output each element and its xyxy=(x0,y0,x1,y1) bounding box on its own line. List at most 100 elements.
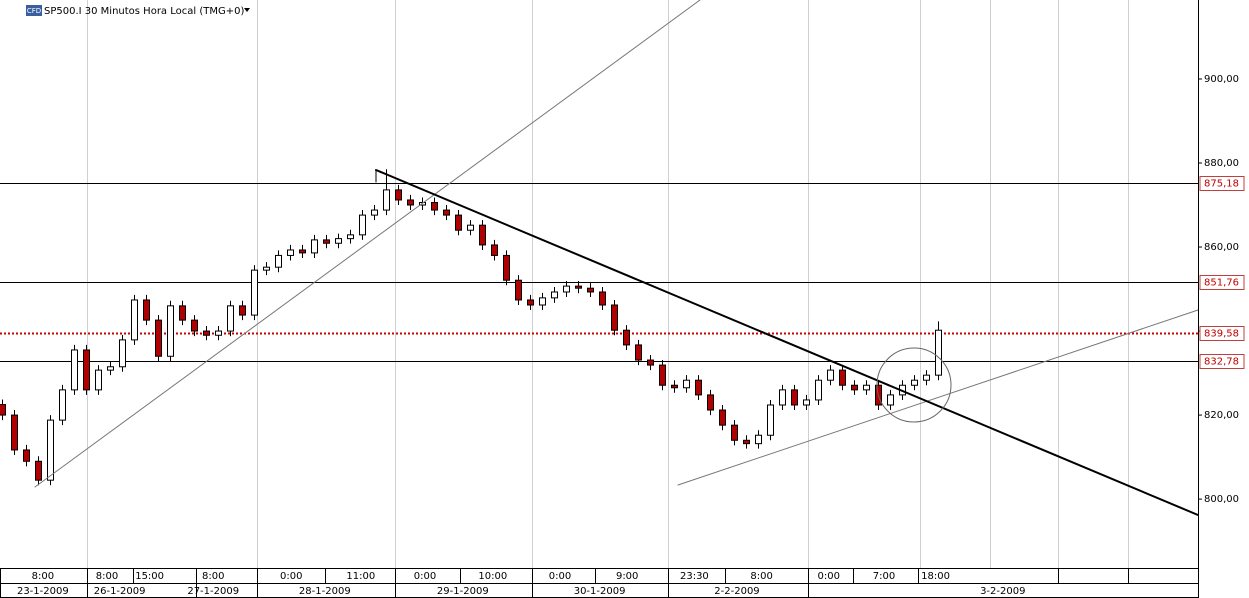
candle-body xyxy=(71,349,78,391)
candle-body xyxy=(491,244,498,256)
candle-body xyxy=(95,369,102,391)
level-label-box xyxy=(1199,176,1245,191)
candle-body xyxy=(203,330,210,336)
candle-body xyxy=(431,201,438,211)
trend-line xyxy=(677,309,1199,486)
x-tick-label: 8:00 xyxy=(750,571,772,582)
candle-body xyxy=(527,299,534,306)
candle-body xyxy=(239,305,246,316)
x-axis-separators xyxy=(87,569,1129,598)
y-tick-label: 880,00 xyxy=(1204,158,1239,169)
candle-body xyxy=(923,374,930,381)
candle-body xyxy=(767,404,774,436)
candle-body xyxy=(455,214,462,231)
candle-body xyxy=(263,266,270,271)
x-tick-label: 0:00 xyxy=(414,571,436,582)
candle-body xyxy=(467,224,474,231)
x-tick-label: 23:30 xyxy=(680,571,709,582)
candle-body xyxy=(635,344,642,361)
candle-body xyxy=(743,439,750,445)
x-tick-label: 0:00 xyxy=(549,571,571,582)
candle-body xyxy=(671,384,678,389)
candle-body xyxy=(395,189,402,201)
candle-body xyxy=(887,394,894,406)
candle-body xyxy=(575,285,582,289)
y-tick-label: 900,00 xyxy=(1204,74,1239,85)
candle-body xyxy=(563,285,570,293)
candle-body xyxy=(683,379,690,389)
candle-body xyxy=(863,384,870,391)
candle-body xyxy=(515,279,522,301)
candle-body xyxy=(359,214,366,236)
candle-body xyxy=(551,291,558,299)
level-label-box xyxy=(1199,354,1245,369)
candle-body xyxy=(839,369,846,386)
candle-body xyxy=(371,209,378,216)
level-label: 839,58 xyxy=(1204,329,1239,340)
x-tick-label: 10:00 xyxy=(478,571,507,582)
candle-body xyxy=(911,379,918,386)
candle-body xyxy=(59,389,66,421)
date-label: 2-2-2009 xyxy=(714,586,759,597)
y-tick-label: 820,00 xyxy=(1204,410,1239,421)
candle-body xyxy=(851,384,858,391)
candle-body xyxy=(935,329,942,376)
x-tick-label: 8:00 xyxy=(32,571,54,582)
candle-body xyxy=(323,239,330,244)
candle-body xyxy=(35,460,42,481)
level-label: 875,18 xyxy=(1204,179,1239,190)
candle-body xyxy=(155,319,162,357)
candle-body xyxy=(611,304,618,331)
x-tick-label: 9:00 xyxy=(616,571,638,582)
plot-area xyxy=(0,169,1198,486)
chart-title: SP500.I 30 Minutos Hora Local (TMG+0) xyxy=(44,6,244,17)
dropdown-arrow[interactable] xyxy=(244,8,250,12)
level-label-box xyxy=(1199,326,1245,341)
x-tick-label: 8:00 xyxy=(96,571,118,582)
candle-body xyxy=(143,299,150,321)
candle-body xyxy=(251,269,258,316)
date-label: 28-1-2009 xyxy=(299,586,351,597)
candle-body xyxy=(191,319,198,332)
level-label: 832,78 xyxy=(1204,357,1239,368)
x-tick-label: 8:00 xyxy=(202,571,224,582)
candle-body xyxy=(227,305,234,332)
candle-body xyxy=(695,379,702,396)
date-label: 29-1-2009 xyxy=(437,586,489,597)
candle-body xyxy=(707,394,714,411)
candle-body xyxy=(23,449,30,462)
trend-lines xyxy=(34,0,1199,516)
trend-line xyxy=(375,169,1199,516)
candle-body xyxy=(47,419,54,481)
level-label-box xyxy=(1199,275,1245,290)
candle-body xyxy=(335,238,342,244)
y-tick-label: 860,00 xyxy=(1204,242,1239,253)
candle-body xyxy=(599,291,606,306)
candle-body xyxy=(815,379,822,401)
candle-body xyxy=(215,330,222,336)
candle-body xyxy=(131,299,138,341)
x-tick-label: 15:00 xyxy=(135,571,164,582)
candle-body xyxy=(479,224,486,246)
candle-body xyxy=(659,364,666,386)
candle-body xyxy=(503,254,510,281)
cfd-icon-label: CFD xyxy=(27,7,41,15)
axis-labels: 800,00820,00840,00860,00880,00900,008:00… xyxy=(17,74,1245,597)
level-label: 851,76 xyxy=(1204,278,1239,289)
candle-body xyxy=(275,254,282,268)
candle-body xyxy=(179,305,186,321)
cfd-icon xyxy=(26,5,42,16)
x-tick-label: 11:00 xyxy=(346,571,375,582)
title-bar: CFD SP500.I 30 Minutos Hora Local (TMG+0… xyxy=(26,5,250,17)
candle-body xyxy=(623,329,630,346)
candle-body xyxy=(803,399,810,406)
candle-body xyxy=(443,209,450,216)
candle-body xyxy=(827,369,834,381)
candle-body xyxy=(731,424,738,441)
candle-body xyxy=(107,366,114,371)
candle-body xyxy=(311,239,318,254)
x-tick-label: 7:00 xyxy=(873,571,895,582)
candle-body xyxy=(119,339,126,368)
